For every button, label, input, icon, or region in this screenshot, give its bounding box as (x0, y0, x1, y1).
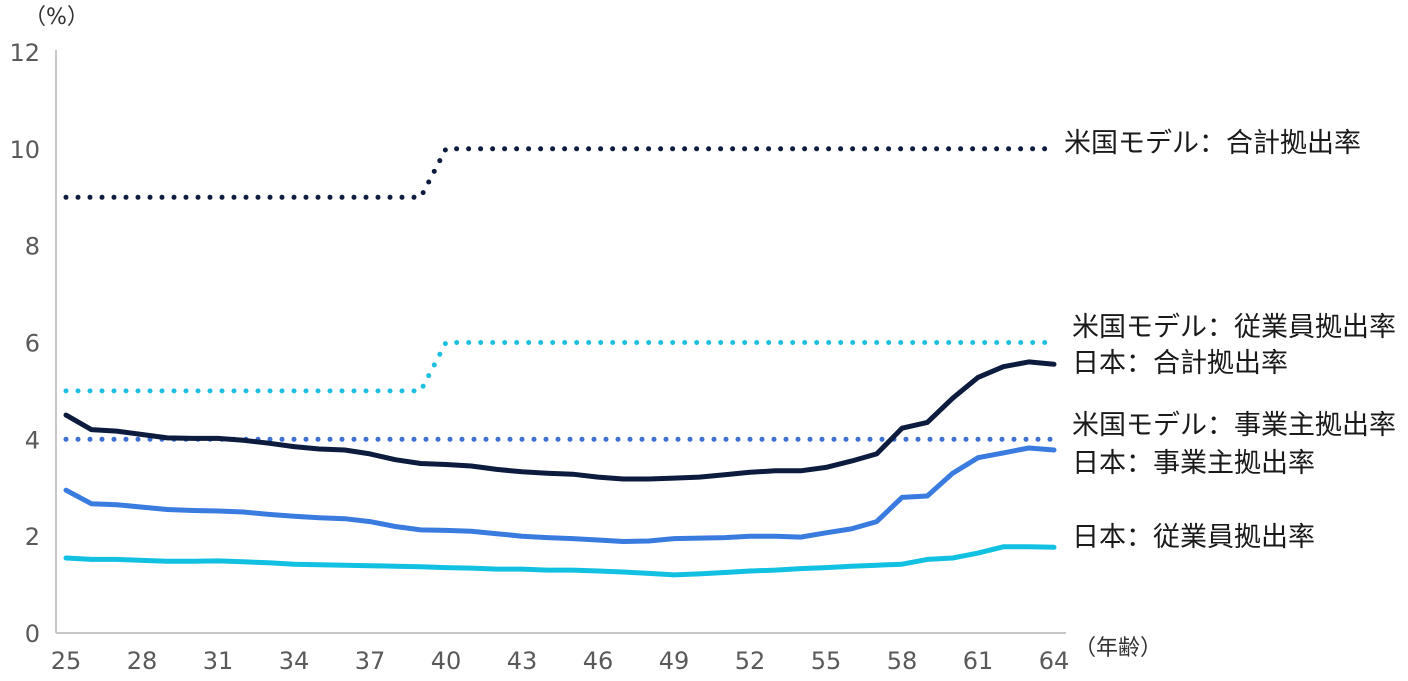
y-tick-label: 6 (25, 330, 40, 358)
chart-axes (55, 50, 1066, 634)
series-label: 米国モデル：従業員拠出率 (1072, 312, 1396, 343)
y-tick-label: 0 (25, 620, 40, 648)
x-tick-label: 64 (1039, 647, 1070, 675)
x-tick-label: 52 (735, 647, 766, 675)
series-label: 日本：合計拠出率 (1072, 348, 1288, 379)
y-unit-label: （%） (24, 5, 89, 30)
x-tick-label: 31 (203, 647, 234, 675)
series-lines (63, 146, 1057, 578)
series-label: 日本：従業員拠出率 (1072, 522, 1315, 553)
x-tick-label: 49 (659, 647, 690, 675)
x-tick-label: 28 (127, 647, 158, 675)
series-label: 米国モデル：事業主拠出率 (1072, 410, 1396, 441)
series-line (63, 359, 1057, 482)
y-tick-label: 4 (25, 426, 40, 454)
y-tick-label: 2 (25, 523, 40, 551)
x-tick-label: 46 (583, 647, 614, 675)
x-tick-label: 61 (963, 647, 994, 675)
x-tick-label: 55 (811, 647, 842, 675)
y-tick-label: 10 (9, 136, 40, 164)
series-line (63, 544, 1057, 578)
x-tick-label: 34 (279, 647, 310, 675)
series-label: 米国モデル：合計拠出率 (1064, 128, 1361, 159)
series-labels: 米国モデル：合計拠出率米国モデル：従業員拠出率日本：合計拠出率米国モデル：事業主… (1064, 128, 1396, 553)
series-line (63, 146, 1057, 200)
series-line (63, 340, 1057, 394)
x-tick-label: 37 (355, 647, 386, 675)
y-tick-label: 8 (25, 233, 40, 261)
y-tick-labels: 0 2 4 6 8 10 12 (9, 39, 40, 648)
x-tick-labels: 25 28 31 34 37 40 43 46 49 52 55 58 61 64 (51, 647, 1070, 675)
series-label: 日本：事業主拠出率 (1072, 448, 1315, 479)
x-tick-label: 58 (887, 647, 918, 675)
x-tick-label: 43 (507, 647, 538, 675)
x-tick-label: 25 (51, 647, 82, 675)
y-tick-label: 12 (9, 39, 40, 67)
x-unit-label: （年齢） (1074, 636, 1162, 661)
series-line (63, 445, 1057, 544)
x-tick-label: 40 (431, 647, 462, 675)
